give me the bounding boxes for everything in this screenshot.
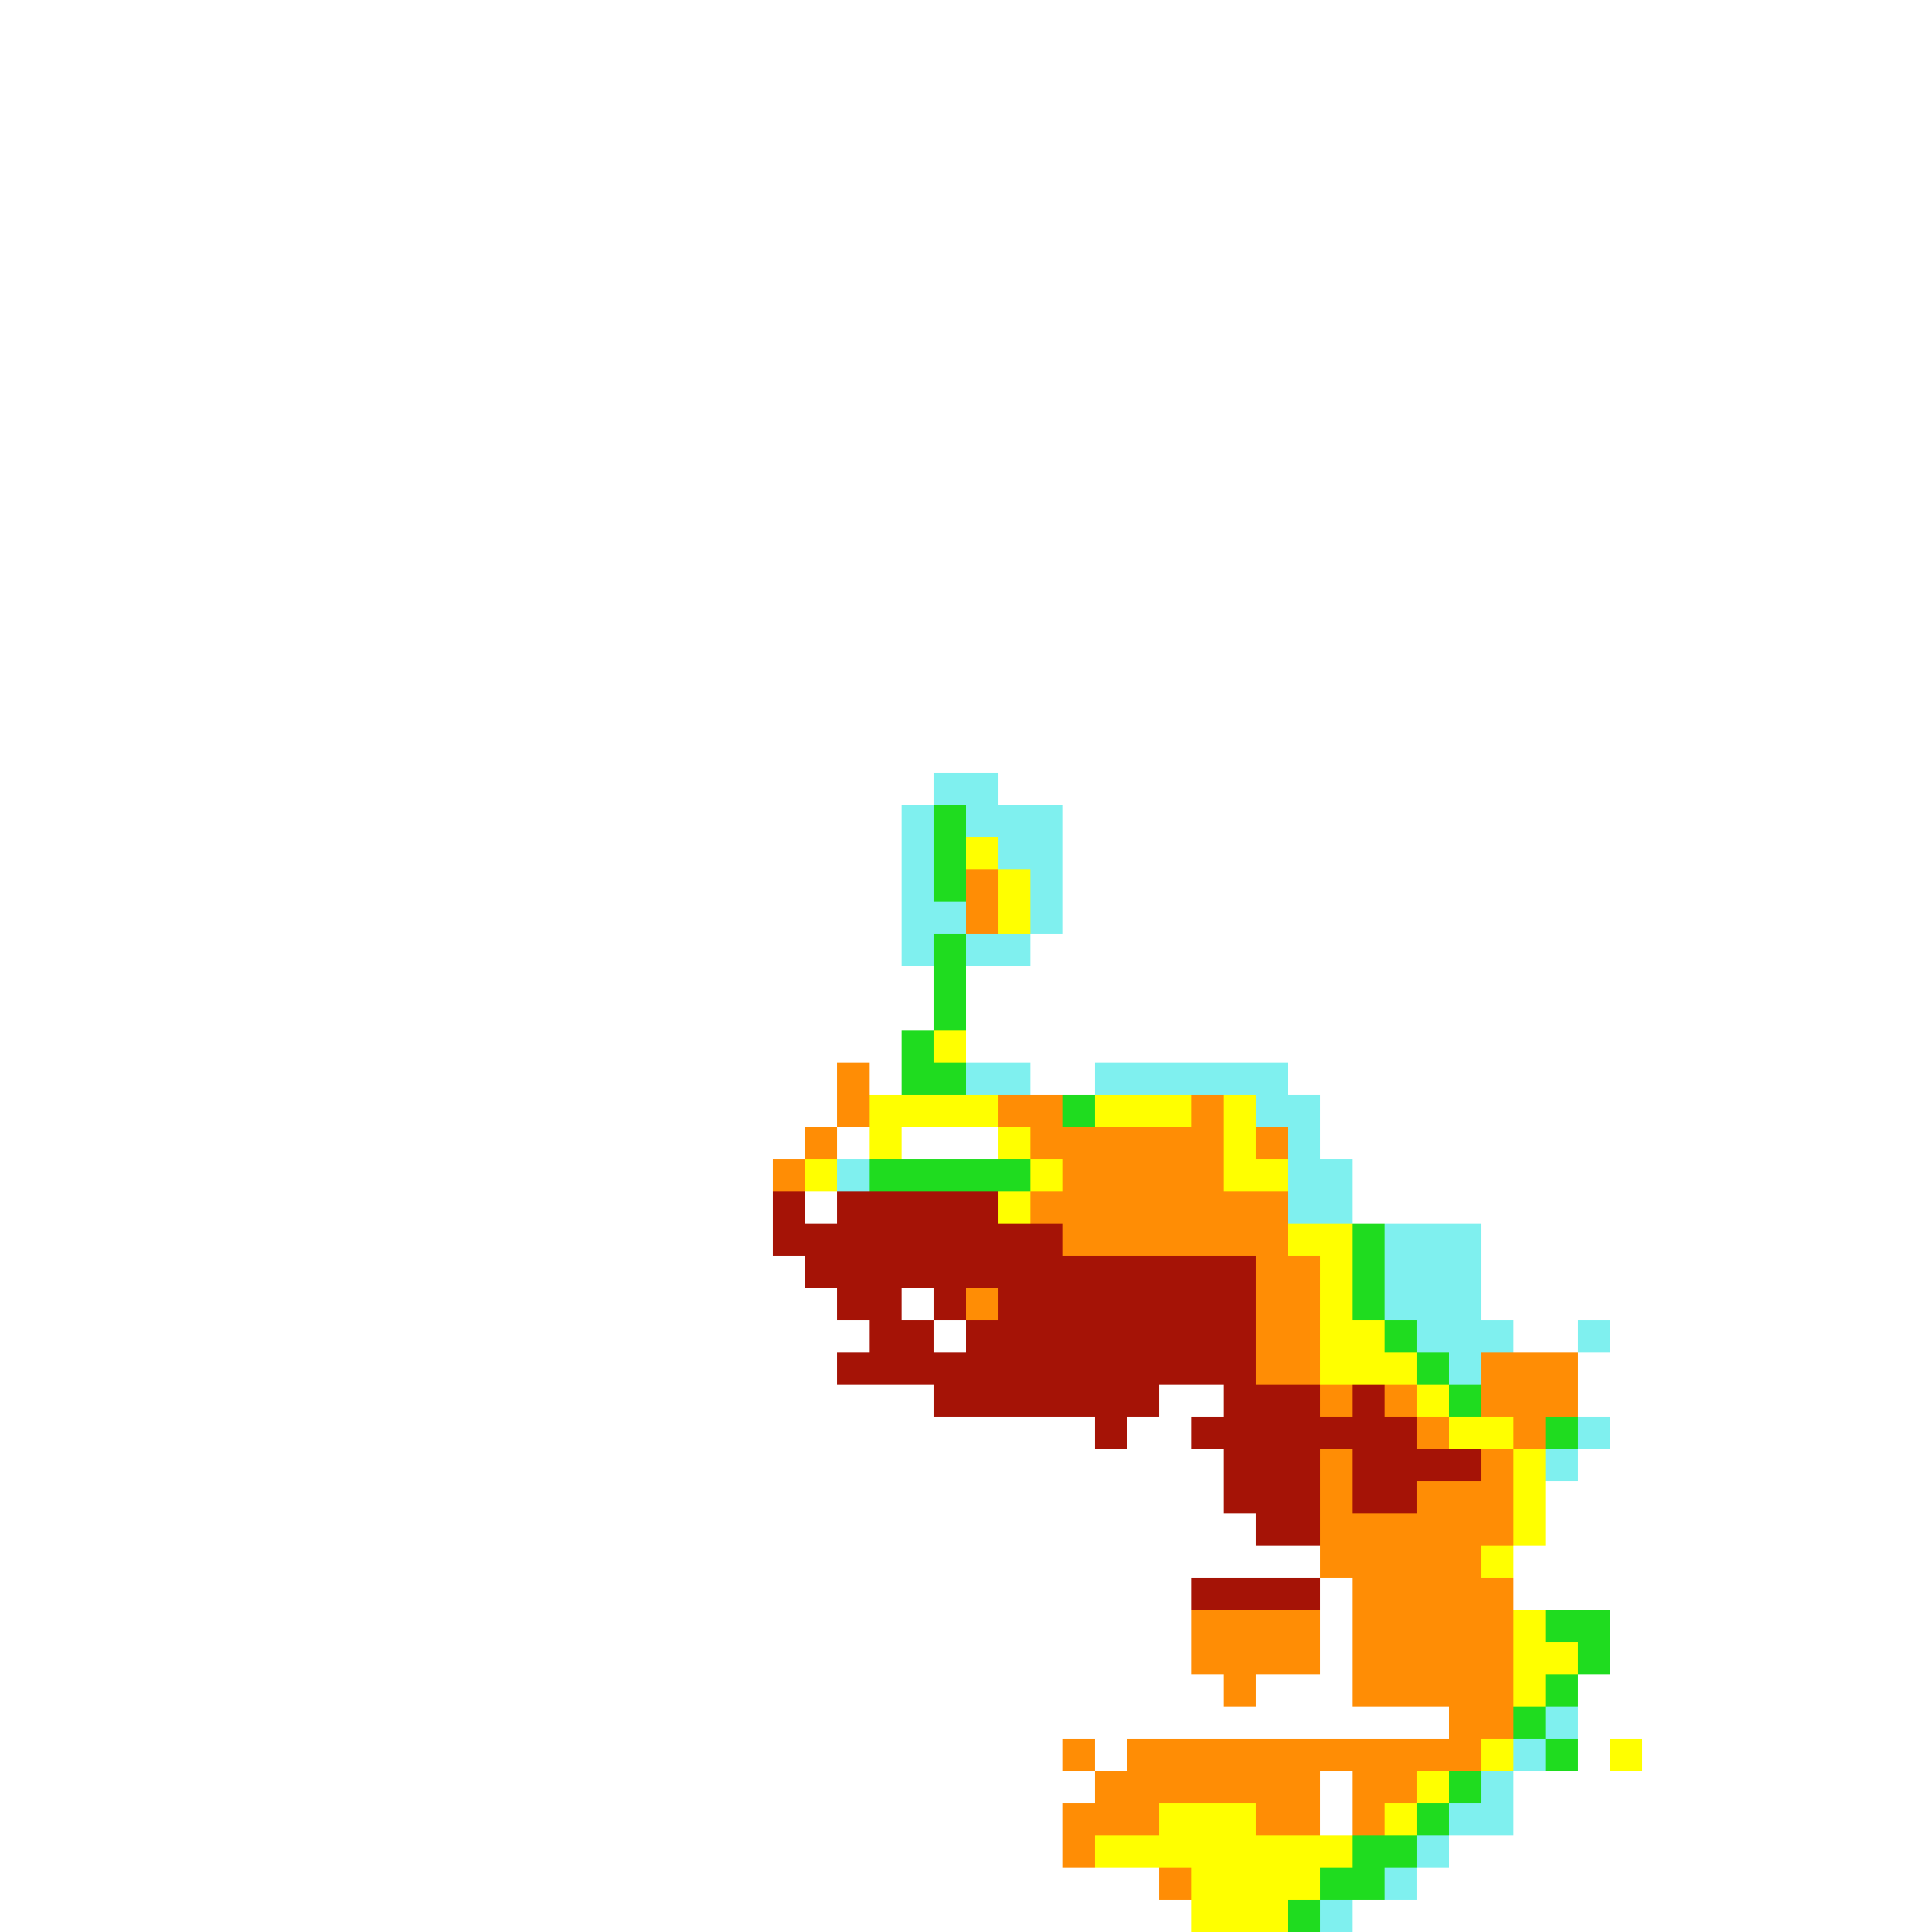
raster-map-canvas: [0, 0, 1932, 1932]
raster-map: [0, 0, 1932, 1932]
